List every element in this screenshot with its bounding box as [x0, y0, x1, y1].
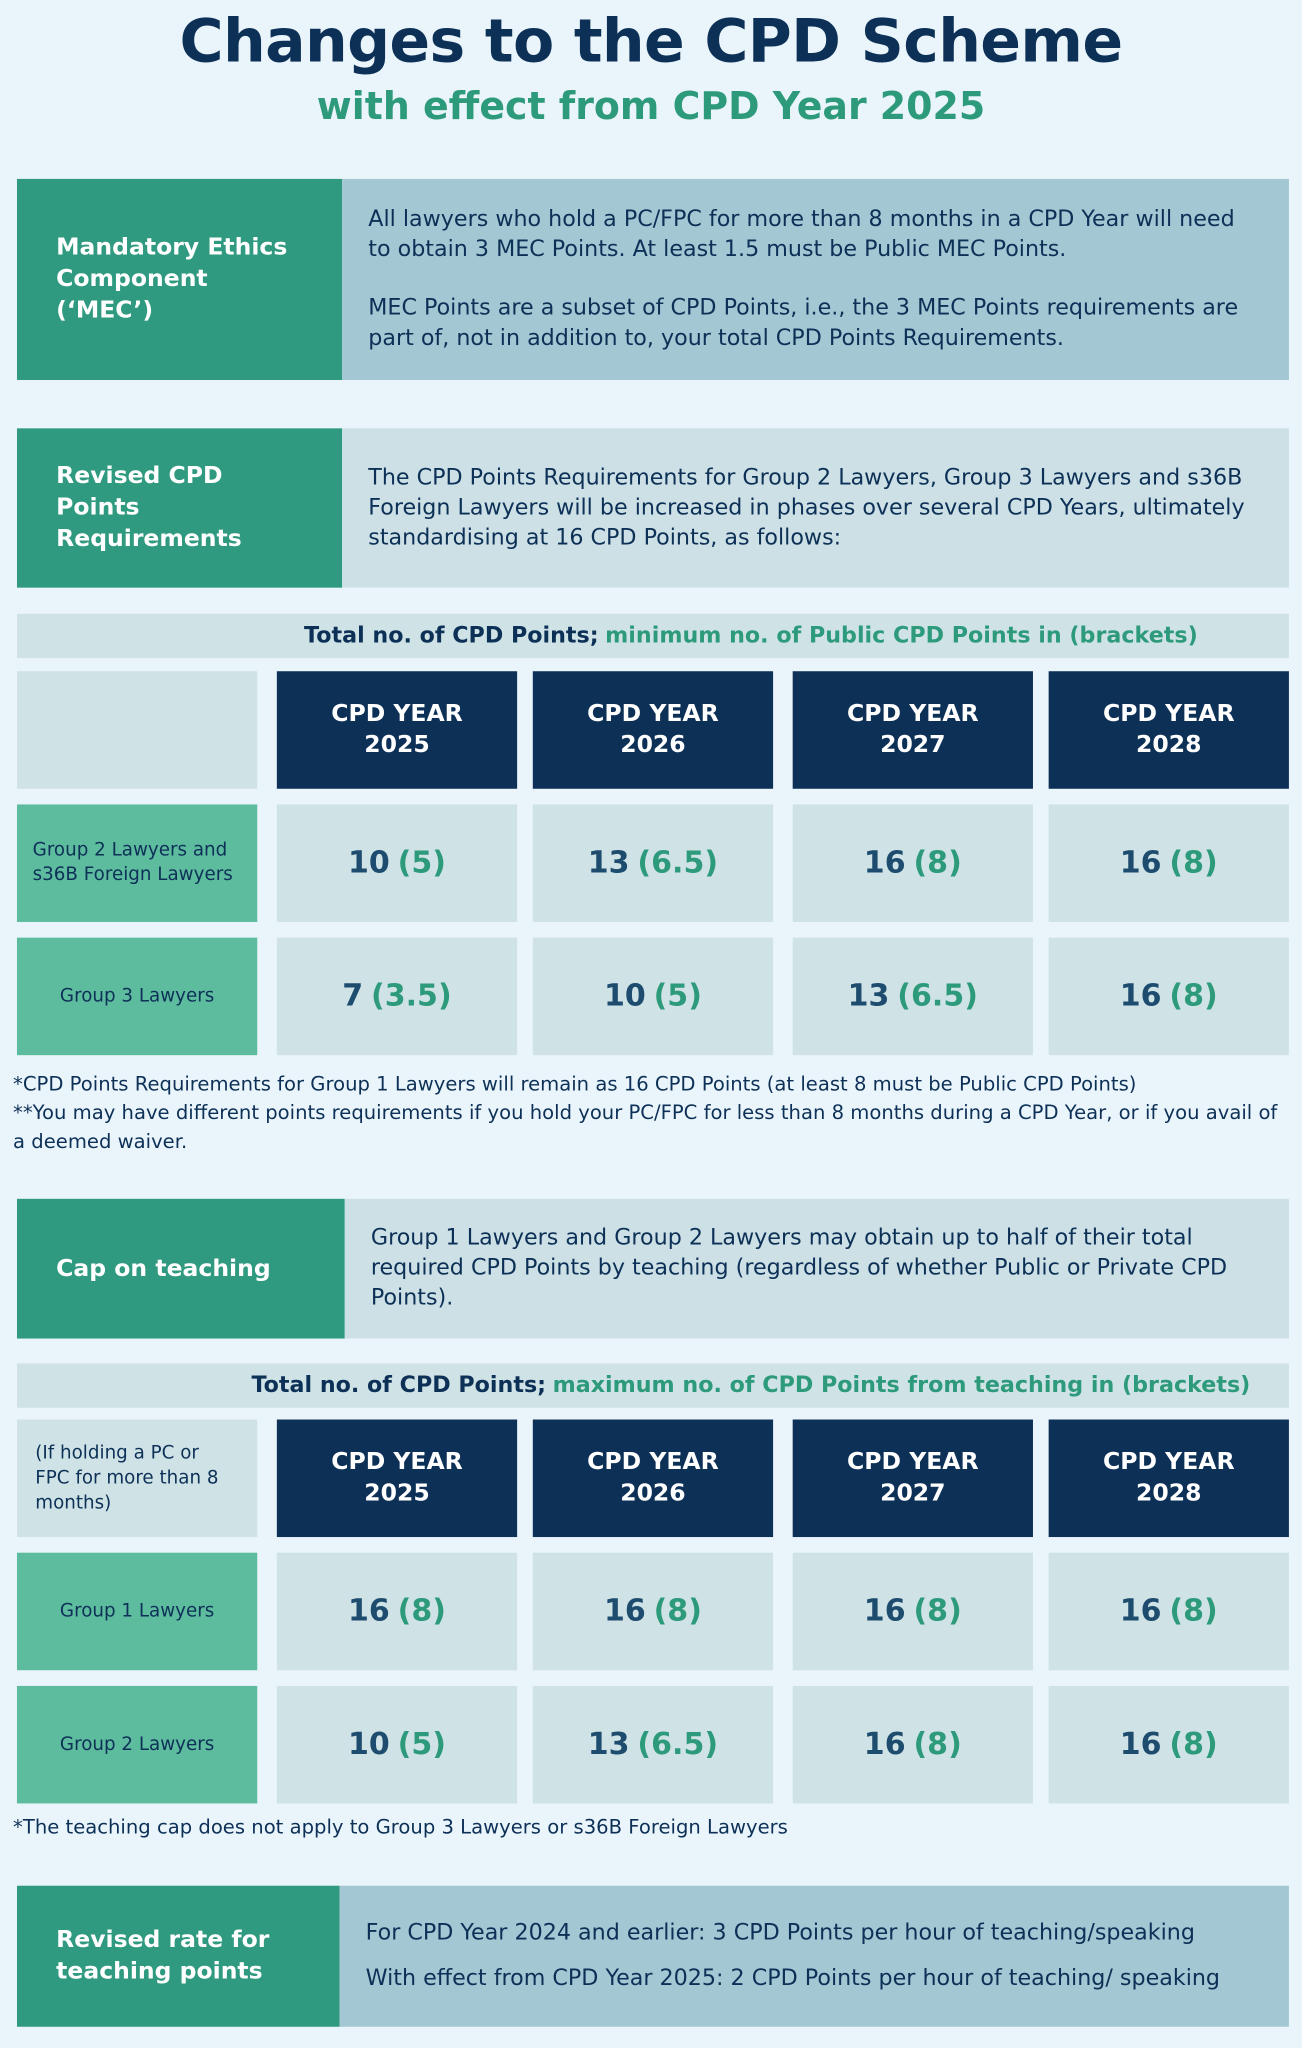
cell-total: 16	[863, 1727, 906, 1762]
section-body: For CPD Year 2024 and earlier: 3 CPD Poi…	[339, 1885, 1289, 2027]
table-cell: 13 (6.5)	[792, 937, 1033, 1056]
table-cell: 16 (8)	[792, 804, 1033, 922]
table-caption: Total no. of CPD Points; minimum no. of P…	[16, 613, 1289, 659]
table-cell: 13 (6.5)	[532, 1685, 774, 1804]
cell-total: 13	[587, 1727, 630, 1762]
table-cell: 10 (5)	[532, 937, 774, 1056]
cell-total: 13	[587, 846, 630, 881]
section-label: Cap on teaching	[16, 1198, 345, 1339]
table-cell: 16 (8)	[1048, 937, 1289, 1056]
cell-total: 10	[347, 1727, 390, 1762]
cell-bracket: (8)	[913, 1727, 962, 1762]
cell-bracket: (8)	[913, 846, 962, 881]
cell-bracket: (8)	[1169, 846, 1218, 881]
cell-bracket: (8)	[1169, 1594, 1218, 1629]
column-header: CPD YEAR 2025	[276, 671, 518, 789]
cell-total: 10	[603, 979, 646, 1014]
paragraph: All lawyers who hold a PC/FPC for more t…	[368, 206, 1235, 263]
cell-bracket: (8)	[1169, 979, 1218, 1014]
cell-total: 16	[1119, 1594, 1162, 1629]
section-label: Mandatory Ethics Component (‘MEC’)	[16, 178, 343, 381]
column-header: CPD YEAR 2026	[532, 671, 774, 789]
column-header-text: CPD YEAR 2027	[847, 699, 979, 759]
column-header-text: CPD YEAR 2028	[1102, 699, 1235, 759]
column-header-text: CPD YEAR 2025	[331, 699, 463, 759]
column-header: CPD YEAR 2027	[792, 671, 1033, 789]
corner-cell	[16, 671, 258, 789]
paragraph: For CPD Year 2024 and earlier: 3 CPD Poi…	[365, 1919, 1195, 1946]
section-body: All lawyers who hold a PC/FPC for more t…	[342, 178, 1289, 381]
cell-bracket: (6.5)	[637, 846, 719, 881]
section-body: Group 1 Lawyers and Group 2 Lawyers may …	[344, 1198, 1289, 1339]
column-header: CPD YEAR 2027	[792, 1419, 1033, 1538]
cell-total: 16	[1119, 979, 1162, 1014]
section-label: Revised rate for teaching points	[16, 1885, 340, 2027]
table-cell: 16 (8)	[532, 1552, 774, 1671]
column-header-text: CPD YEAR 2028	[1102, 1448, 1235, 1508]
table-cell: 7 (3.5)	[276, 937, 518, 1056]
cell-total: 16	[603, 1594, 646, 1629]
caption-highlight: minimum no. of Public CPD Points in (bra…	[605, 622, 1198, 650]
column-header: CPD YEAR 2028	[1048, 671, 1289, 789]
section-label: Revised CPD Points Requirements	[16, 428, 343, 588]
cell-total: 16	[1119, 846, 1162, 881]
title: Changes to the CPD Scheme	[179, 5, 1124, 76]
note: *The teaching cap does not apply to Grou…	[13, 1815, 788, 1839]
subtitle: with effect from CPD Year 2025	[316, 83, 986, 128]
cell-bracket: (6.5)	[897, 979, 978, 1014]
cell-total: 16	[863, 1594, 906, 1629]
cell-bracket: (5)	[653, 979, 702, 1014]
paragraph: MEC Points are a subset of CPD Points, i…	[368, 295, 1239, 352]
caption-lead: Total no. of CPD Points;	[304, 622, 599, 650]
cell-total: 16	[863, 846, 906, 881]
cell-bracket: (8)	[397, 1594, 446, 1629]
row-label: Group 1 Lawyers	[16, 1552, 258, 1671]
table-cell: 16 (8)	[1048, 1685, 1289, 1804]
column-header-text: CPD YEAR 2026	[587, 1448, 719, 1508]
table-cell: 10 (5)	[276, 1685, 518, 1804]
cell-total: 16	[347, 1594, 390, 1629]
table-cell: 10 (5)	[276, 804, 518, 922]
cell-bracket: (6.5)	[637, 1727, 719, 1762]
section-body: The CPD Points Requirements for Group 2 …	[342, 428, 1289, 588]
table-cell: 16 (8)	[276, 1552, 518, 1671]
paragraph: The CPD Points Requirements for Group 2 …	[368, 464, 1245, 551]
cell-total: 16	[1119, 1727, 1162, 1762]
row-label: Group 2 Lawyers	[16, 1685, 258, 1804]
column-header: CPD YEAR 2026	[532, 1419, 774, 1538]
cell-bracket: (5)	[397, 1727, 446, 1762]
column-header-text: CPD YEAR 2027	[847, 1448, 979, 1508]
cell-total: 13	[847, 979, 890, 1014]
cell-bracket: (3.5)	[371, 979, 452, 1014]
cell-total: 7	[342, 979, 364, 1014]
table-cell: 13 (6.5)	[532, 804, 774, 922]
table-caption: Total no. of CPD Points; maximum no. of C…	[16, 1363, 1289, 1408]
table-notes: *The teaching cap does not apply to Grou…	[13, 1813, 1286, 1842]
table-cell: 16 (8)	[1048, 804, 1289, 922]
note: *CPD Points Requirements for Group 1 Law…	[13, 1072, 1137, 1096]
row-label: Group 3 Lawyers	[16, 937, 258, 1056]
cell-total: 10	[347, 846, 390, 881]
table-cell: 16 (8)	[792, 1685, 1033, 1804]
table-notes: *CPD Points Requirements for Group 1 Law…	[13, 1070, 1286, 1156]
row-label: Group 2 Lawyers and s36B Foreign Lawyers	[16, 804, 258, 922]
paragraph: Group 1 Lawyers and Group 2 Lawyers may …	[370, 1224, 1228, 1312]
cell-bracket: (8)	[653, 1594, 702, 1629]
corner-cell: (If holding a PC or FPC for more than 8 …	[16, 1419, 258, 1538]
cell-bracket: (8)	[1169, 1727, 1218, 1762]
note: **You may have different points requirem…	[13, 1100, 1278, 1154]
caption-highlight: maximum no. of CPD Points from teaching …	[552, 1372, 1251, 1399]
cell-bracket: (8)	[913, 1594, 962, 1629]
column-header-text: CPD YEAR 2026	[587, 699, 719, 759]
cell-bracket: (5)	[397, 846, 446, 881]
column-header: CPD YEAR 2025	[276, 1419, 518, 1538]
table-cell: 16 (8)	[1048, 1552, 1289, 1671]
column-header-text: CPD YEAR 2025	[331, 1448, 463, 1508]
paragraph: With effect from CPD Year 2025: 2 CPD Po…	[365, 1965, 1221, 1992]
caption-lead: Total no. of CPD Points;	[251, 1372, 547, 1399]
column-header: CPD YEAR 2028	[1048, 1419, 1289, 1538]
table-cell: 16 (8)	[792, 1552, 1033, 1671]
